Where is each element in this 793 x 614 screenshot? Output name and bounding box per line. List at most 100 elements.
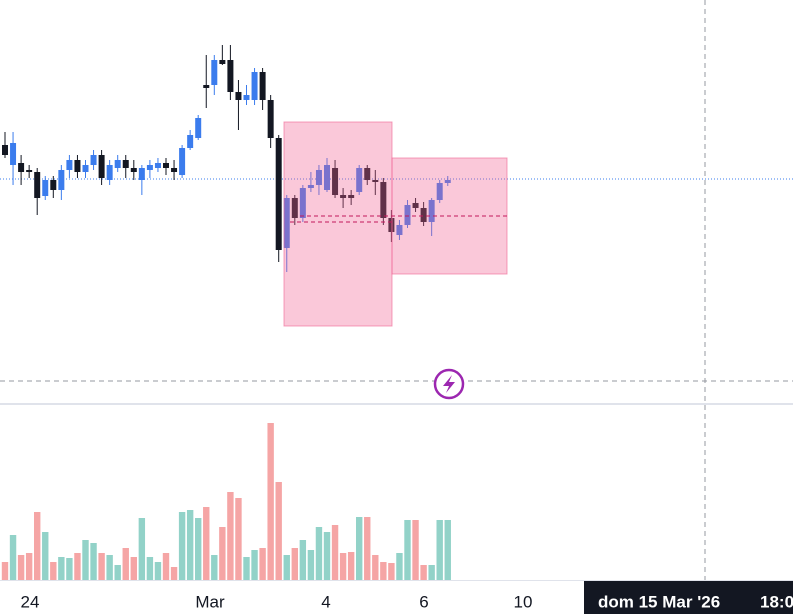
- candle-body: [138, 168, 145, 180]
- volume-bar: [219, 527, 226, 580]
- volume-bar: [9, 535, 17, 580]
- volume-bar: [356, 517, 363, 580]
- crosshair-date: dom 15 Mar '26: [598, 592, 720, 611]
- volume-bar: [307, 550, 315, 580]
- alert-icon[interactable]: [433, 368, 465, 400]
- volume-bar: [267, 423, 274, 580]
- volume-bar: [420, 565, 427, 580]
- volume-bar: [130, 557, 137, 580]
- candle-body: [219, 60, 226, 64]
- candle-body: [436, 183, 443, 200]
- x-tick-label: 10: [514, 592, 533, 611]
- candle-body: [227, 60, 234, 92]
- volume-bar: [74, 553, 81, 580]
- candle-body: [428, 200, 435, 222]
- candle-body: [283, 198, 290, 248]
- candle-body: [90, 155, 97, 165]
- volume-bar: [154, 562, 162, 580]
- volume-bar: [25, 553, 33, 580]
- candle-body: [82, 165, 89, 172]
- candle-body: [50, 180, 57, 190]
- volume-bar: [331, 525, 339, 580]
- volume-bar: [428, 565, 435, 580]
- volume-bar: [42, 532, 49, 580]
- candle-body: [58, 170, 65, 190]
- range-box[interactable]: [283, 121, 393, 327]
- candle-body: [26, 170, 33, 172]
- volume-bar: [122, 548, 129, 580]
- volume-bar: [243, 557, 250, 580]
- volume-bar: [364, 517, 371, 580]
- x-tick-label: 4: [321, 592, 330, 611]
- volume-bar: [17, 555, 25, 580]
- volume-bar: [315, 527, 323, 580]
- candle-body: [332, 168, 339, 195]
- candle-body: [412, 203, 419, 208]
- alert-bolt[interactable]: [443, 375, 455, 393]
- candle-body: [179, 148, 186, 175]
- volume-bar: [396, 553, 403, 580]
- candle-body: [18, 163, 25, 172]
- x-labels: 24 Mar 4 6 10: [21, 592, 533, 611]
- volume-bar: [58, 557, 65, 580]
- candle-body: [444, 180, 451, 183]
- candles: [2, 45, 451, 272]
- volume-bar: [211, 555, 218, 580]
- candle-body: [146, 165, 153, 170]
- candle-body: [243, 95, 250, 100]
- volume-bar: [372, 555, 379, 580]
- candle-body: [195, 118, 202, 138]
- volume-bar: [114, 565, 121, 580]
- volume-bar: [388, 563, 395, 580]
- candle-body: [235, 92, 242, 100]
- volume-bar: [106, 555, 113, 580]
- volume-bar: [90, 543, 97, 580]
- candle-body: [396, 225, 403, 235]
- candle-body: [404, 205, 411, 225]
- volume-bar: [162, 553, 170, 580]
- candle-body: [420, 208, 427, 222]
- volume-bar: [299, 540, 307, 580]
- candle-body: [299, 188, 306, 218]
- candle-body: [154, 163, 161, 168]
- x-tick-label: Mar: [195, 592, 225, 611]
- candle-body: [267, 100, 274, 138]
- volume-bar: [283, 555, 290, 580]
- candle-body: [275, 138, 282, 250]
- volumes: [1, 423, 451, 580]
- candle-body: [34, 172, 41, 198]
- volume-bar: [227, 492, 234, 580]
- candle-body: [10, 143, 17, 165]
- volume-bar: [347, 552, 355, 580]
- candle-body: [130, 168, 137, 172]
- volume-bar: [251, 550, 258, 580]
- volume-bar: [339, 553, 347, 580]
- candle-body: [171, 168, 178, 172]
- candle-body: [114, 160, 121, 168]
- candle-body: [259, 72, 266, 100]
- candle-body: [356, 168, 363, 192]
- candle-body: [324, 165, 330, 190]
- volume-bar: [50, 562, 57, 580]
- candle-body: [211, 60, 218, 85]
- volume-bar: [1, 562, 9, 580]
- volume-bar: [98, 553, 105, 580]
- volume-bar: [138, 518, 146, 580]
- candle-body: [66, 160, 73, 170]
- candle-body: [187, 135, 194, 148]
- volume-bar: [275, 482, 282, 580]
- candle-body: [380, 182, 387, 218]
- candle-body: [307, 185, 314, 188]
- x-tick-label: 6: [419, 592, 428, 611]
- volume-bar: [186, 510, 194, 580]
- candle-body: [315, 170, 322, 185]
- volume-bar: [404, 520, 411, 580]
- candle-body: [98, 155, 105, 178]
- candle-body: [106, 165, 113, 180]
- crosshair-time-label: [584, 581, 793, 614]
- volume-bar: [195, 518, 202, 580]
- candle-body: [203, 85, 210, 88]
- volume-bar: [34, 512, 41, 580]
- candle-body: [388, 218, 395, 232]
